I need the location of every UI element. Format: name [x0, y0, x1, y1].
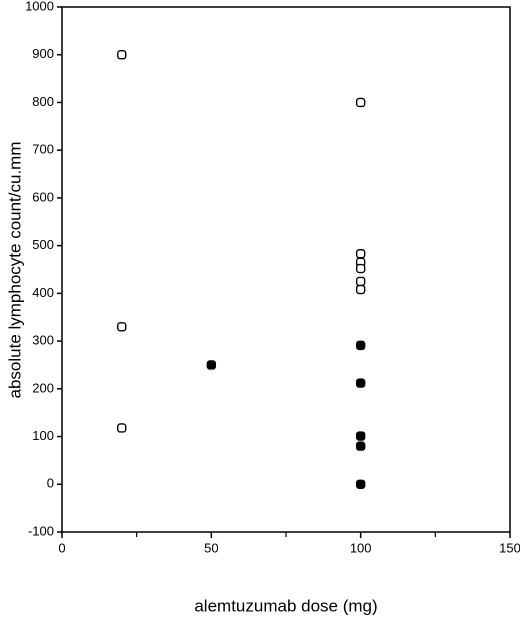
point [355, 284, 366, 295]
point [355, 263, 366, 274]
y-tick-label: 600 [32, 189, 54, 204]
point [355, 431, 366, 441]
y-tick-label: 100 [32, 428, 54, 443]
point [355, 479, 366, 489]
point [117, 50, 127, 60]
point [117, 423, 127, 433]
y-tick-label: 300 [32, 333, 54, 348]
y-tick-label: 0 [47, 476, 54, 491]
y-tick-label: 500 [32, 237, 54, 252]
point [355, 441, 366, 451]
point [355, 378, 366, 388]
y-tick-label: 1000 [25, 0, 54, 13]
point [355, 340, 366, 351]
point [355, 97, 366, 108]
x-tick-label: 0 [58, 540, 65, 555]
x-tick-label: 50 [204, 540, 218, 555]
point [206, 360, 217, 370]
point [117, 322, 127, 332]
x-tick-label: 100 [350, 540, 372, 555]
y-tick-label: 400 [32, 285, 54, 300]
y-axis-label: absolute lymphocyte count/cu.mm [5, 141, 24, 398]
point [355, 276, 366, 287]
y-tick-label: 200 [32, 380, 54, 395]
y-tick-label: 900 [32, 46, 54, 61]
y-tick-label: 800 [32, 94, 54, 109]
y-tick-label: 700 [32, 142, 54, 157]
x-tick-label: 150 [499, 540, 520, 555]
plot-frame [61, 6, 511, 533]
point [355, 249, 366, 259]
x-axis-label: alemtuzumab dose (mg) [194, 596, 377, 615]
y-tick-label: -100 [28, 523, 54, 538]
